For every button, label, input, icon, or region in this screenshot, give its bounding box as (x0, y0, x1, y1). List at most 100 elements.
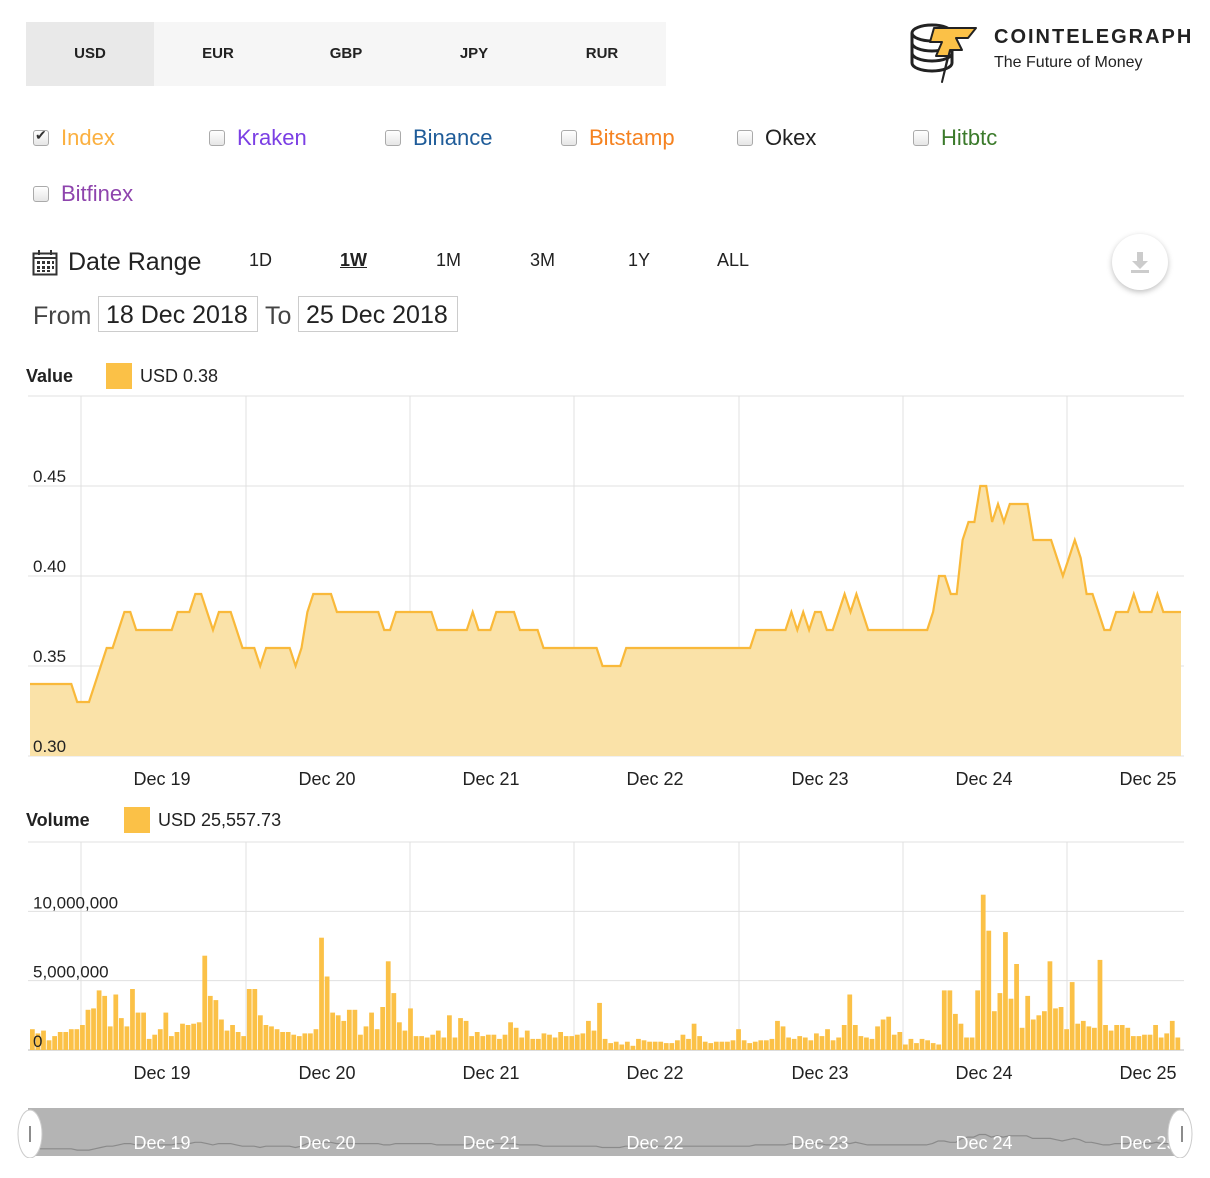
volume-bar (1003, 932, 1008, 1050)
value-y-tick-label: 0.45 (33, 467, 66, 486)
checkbox-okex[interactable] (737, 130, 753, 146)
value-y-tick-label: 0.35 (33, 647, 66, 666)
volume-bar (1114, 1025, 1120, 1050)
volume-bar (975, 990, 981, 1050)
volume-bar (1030, 1019, 1036, 1050)
navigator-x-tick-label: Dec 19 (133, 1133, 190, 1153)
volume-bar (269, 1026, 274, 1050)
volume-bar (574, 1034, 580, 1050)
navigator-right-handle[interactable] (1167, 1109, 1193, 1158)
volume-bar (219, 1019, 224, 1050)
volume-bar (124, 1026, 130, 1050)
range-all[interactable]: ALL (717, 250, 750, 270)
volume-bar (602, 1038, 608, 1050)
volume-bar (1036, 1015, 1042, 1050)
volume-bar (363, 1026, 369, 1050)
checkbox-index[interactable] (33, 127, 49, 146)
checkbox-binance[interactable] (385, 130, 401, 146)
volume-bar (658, 1041, 664, 1050)
to-label: To (265, 302, 292, 330)
volume-bar (669, 1043, 675, 1050)
volume-bar (914, 1043, 919, 1050)
volume-x-tick-label: Dec 19 (133, 1063, 190, 1083)
volume-bar (391, 993, 397, 1050)
volume-bar (608, 1043, 614, 1050)
tab-gbp[interactable]: GBP (329, 45, 363, 62)
tab-eur[interactable]: EUR (202, 45, 234, 62)
exchange-okex[interactable]: Okex (737, 123, 816, 153)
volume-x-tick-label: Dec 21 (462, 1063, 519, 1083)
tab-jpy[interactable]: JPY (459, 45, 489, 62)
value-x-tick-label: Dec 22 (626, 769, 683, 789)
volume-bar (230, 1025, 235, 1050)
volume-bar (524, 1030, 530, 1050)
checkbox-bitfinex[interactable] (33, 186, 49, 202)
range-1d[interactable]: 1D (249, 250, 273, 270)
to-date-input[interactable]: 25 Dec 2018 (298, 296, 458, 332)
navigator-left-handle[interactable] (17, 1109, 43, 1158)
checkbox-bitstamp[interactable] (561, 130, 577, 146)
volume-x-tick-label: Dec 23 (791, 1063, 848, 1083)
volume-bar (858, 1036, 864, 1050)
volume-bar (91, 1008, 96, 1050)
volume-bar (308, 1033, 313, 1050)
volume-bar (447, 1015, 452, 1050)
volume-bar (491, 1034, 497, 1050)
volume-bar (1175, 1037, 1181, 1050)
volume-bar (802, 1037, 808, 1050)
volume-bar (313, 1029, 319, 1050)
navigator[interactable]: Dec 19 Dec 20 Dec 21 Dec 22 Dec 23 Dec 24 Dec … (0, 1108, 1210, 1158)
volume-bar (769, 1038, 775, 1050)
volume-bar (280, 1032, 285, 1050)
calendar-icon (32, 250, 58, 276)
volume-bar (808, 1040, 814, 1050)
volume-bar (408, 1008, 413, 1050)
volume-bar (580, 1033, 586, 1050)
volume-bar (675, 1040, 680, 1050)
volume-bar (508, 1022, 513, 1050)
range-3m[interactable]: 3M (530, 250, 556, 270)
volume-bar (736, 1029, 741, 1050)
volume-x-tick-label: Dec 25 (1119, 1063, 1176, 1083)
volume-bar (241, 1036, 247, 1050)
download-icon (1131, 252, 1149, 273)
checkbox-kraken[interactable] (209, 130, 225, 146)
exchange-index[interactable]: Index (33, 123, 115, 153)
volume-bar (1019, 1027, 1025, 1050)
range-1y[interactable]: 1Y (628, 250, 651, 270)
volume-bar (352, 1009, 358, 1050)
volume-x-tick-label: Dec 24 (955, 1063, 1012, 1083)
range-1m[interactable]: 1M (436, 250, 462, 270)
volume-bar (57, 1032, 63, 1050)
volume-bar (185, 1025, 191, 1050)
checkbox-hitbtc[interactable] (913, 130, 929, 146)
exchange-hitbtc[interactable]: Hitbtc (913, 123, 997, 153)
volume-bar (113, 994, 119, 1050)
exchange-binance[interactable]: Binance (385, 123, 493, 153)
volume-bar (63, 1032, 69, 1050)
volume-bar (385, 961, 391, 1050)
tab-usd[interactable]: USD (26, 22, 154, 86)
tab-rur[interactable]: RUR (585, 45, 619, 62)
volume-bar (1103, 1025, 1108, 1050)
volume-bar (763, 1040, 769, 1050)
exchange-label-okex: Okex (765, 125, 817, 150)
volume-bar (836, 1037, 842, 1050)
range-1w[interactable]: 1W (340, 250, 367, 270)
exchange-label-bitfinex: Bitfinex (61, 181, 134, 206)
volume-bar (713, 1041, 719, 1050)
volume-bar (302, 1033, 308, 1050)
value-x-labels: Dec 19 Dec 20 Dec 21 Dec 22 Dec 23 Dec 24 Dec … (133, 769, 1176, 789)
from-date-input[interactable]: 18 Dec 2018 (98, 296, 258, 332)
volume-bar (1053, 1008, 1058, 1050)
volume-bar (814, 1033, 819, 1050)
exchange-kraken[interactable]: Kraken (209, 123, 307, 153)
navigator-x-tick-label: Dec 20 (298, 1133, 355, 1153)
exchange-bitfinex[interactable]: Bitfinex (33, 179, 133, 209)
value-line (30, 484, 1181, 704)
volume-chart-title: Volume (26, 810, 90, 830)
download-button[interactable] (1112, 234, 1168, 290)
volume-bar (541, 1033, 547, 1050)
exchange-bitstamp[interactable]: Bitstamp (561, 123, 675, 153)
volume-bar (146, 1038, 152, 1050)
